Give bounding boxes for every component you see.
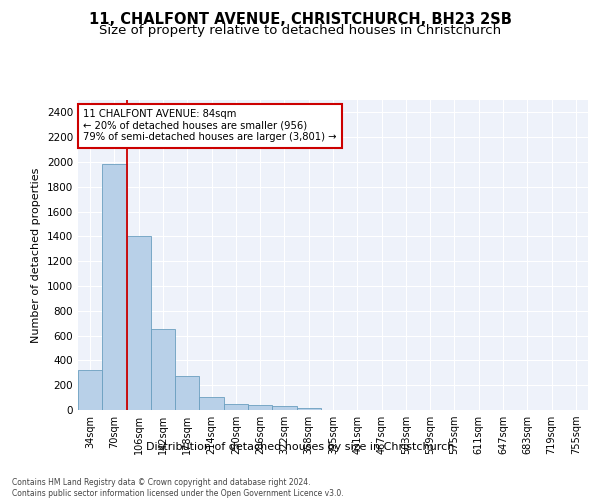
Bar xyxy=(224,404,248,410)
Bar xyxy=(102,164,127,410)
Text: Distribution of detached houses by size in Christchurch: Distribution of detached houses by size … xyxy=(146,442,454,452)
Bar xyxy=(175,376,199,410)
Text: 11 CHALFONT AVENUE: 84sqm
← 20% of detached houses are smaller (956)
79% of semi: 11 CHALFONT AVENUE: 84sqm ← 20% of detac… xyxy=(83,110,337,142)
Bar xyxy=(199,397,224,410)
Text: 11, CHALFONT AVENUE, CHRISTCHURCH, BH23 2SB: 11, CHALFONT AVENUE, CHRISTCHURCH, BH23 … xyxy=(89,12,511,28)
Text: Size of property relative to detached houses in Christchurch: Size of property relative to detached ho… xyxy=(99,24,501,37)
Bar xyxy=(78,370,102,410)
Bar xyxy=(248,405,272,410)
Bar xyxy=(272,406,296,410)
Bar xyxy=(127,236,151,410)
Text: Contains HM Land Registry data © Crown copyright and database right 2024.
Contai: Contains HM Land Registry data © Crown c… xyxy=(12,478,344,498)
Y-axis label: Number of detached properties: Number of detached properties xyxy=(31,168,41,342)
Bar xyxy=(151,330,175,410)
Bar xyxy=(296,408,321,410)
